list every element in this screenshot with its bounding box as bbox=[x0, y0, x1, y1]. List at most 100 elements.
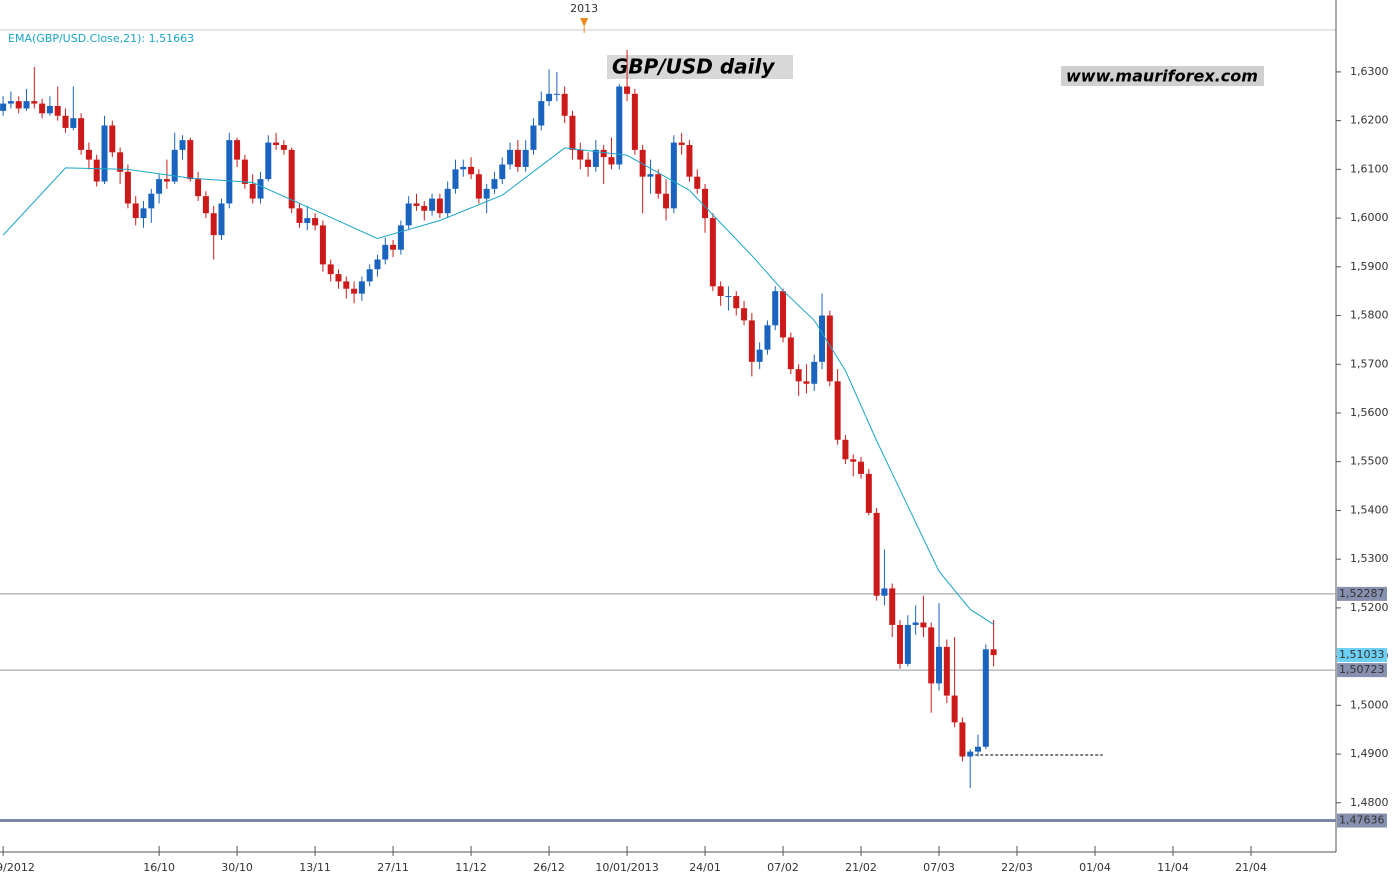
candle-body bbox=[764, 325, 771, 350]
candle-body bbox=[39, 103, 46, 114]
candle-body bbox=[171, 149, 178, 182]
y-tick-label: 1,4800 bbox=[1350, 796, 1389, 809]
candle-body bbox=[990, 649, 997, 656]
candle-body bbox=[46, 106, 53, 114]
candle-body bbox=[982, 649, 989, 747]
y-tick-label: 1,5600 bbox=[1350, 406, 1389, 419]
candle-body bbox=[218, 203, 225, 236]
candle-body bbox=[124, 171, 131, 204]
x-tick-label: 16/10 bbox=[143, 861, 175, 874]
candle-body bbox=[912, 622, 919, 625]
candle-body bbox=[975, 746, 982, 752]
candle-body bbox=[179, 140, 186, 150]
candle-body bbox=[0, 103, 7, 111]
ema-line bbox=[2, 147, 994, 625]
candle-body bbox=[249, 183, 256, 199]
candle-body bbox=[865, 473, 872, 513]
candle-body bbox=[109, 125, 116, 153]
y-tick-label: 1,5200 bbox=[1350, 601, 1389, 614]
candle-body bbox=[101, 125, 108, 182]
candle-body bbox=[62, 115, 69, 128]
candle-body bbox=[452, 169, 459, 189]
candle-body bbox=[319, 225, 326, 265]
watermark: www.mauriforex.com bbox=[1066, 67, 1258, 86]
candle-body bbox=[202, 196, 209, 214]
candle-body bbox=[881, 588, 888, 596]
candle-body bbox=[343, 281, 350, 289]
x-tick-label: 11/12 bbox=[455, 861, 487, 874]
x-tick-label: 27/11 bbox=[377, 861, 409, 874]
candle-body bbox=[873, 512, 880, 596]
x-tick-label: 11/04 bbox=[1157, 861, 1189, 874]
candle-body bbox=[436, 198, 443, 214]
candle-body bbox=[280, 144, 287, 150]
y-tick-label: 1,6200 bbox=[1350, 114, 1389, 127]
candle-body bbox=[312, 218, 319, 226]
y-tick-label: 1,5900 bbox=[1350, 260, 1389, 273]
candle-body bbox=[241, 159, 248, 184]
candle-body bbox=[920, 622, 927, 628]
candle-body bbox=[148, 193, 155, 209]
candle-body bbox=[741, 308, 748, 321]
candle-body bbox=[842, 439, 849, 460]
candle-body bbox=[592, 149, 599, 167]
candle-body bbox=[514, 149, 521, 167]
candle-body bbox=[468, 166, 475, 175]
level-box bbox=[1337, 586, 1387, 601]
candle-body bbox=[702, 188, 709, 219]
candle-body bbox=[273, 142, 280, 145]
candle-body bbox=[15, 101, 22, 109]
candle-body bbox=[569, 115, 576, 150]
candle-body bbox=[858, 461, 865, 474]
candle-body bbox=[897, 624, 904, 664]
y-tick-label: 1,5000 bbox=[1350, 698, 1389, 711]
level-label: 1,52287 bbox=[1339, 587, 1385, 600]
candle-body bbox=[951, 695, 958, 723]
candle-body bbox=[756, 349, 763, 362]
x-tick-label: 07/03 bbox=[923, 861, 955, 874]
candle-body bbox=[335, 274, 342, 282]
candle-body bbox=[210, 213, 217, 236]
candle-body bbox=[959, 722, 966, 757]
candle-body bbox=[358, 281, 365, 294]
candle-body bbox=[725, 296, 732, 298]
candle-body bbox=[655, 174, 662, 194]
candle-body bbox=[787, 337, 794, 370]
candle-body bbox=[140, 208, 147, 219]
level-box bbox=[1337, 648, 1387, 663]
candle-body bbox=[327, 264, 334, 275]
y-tick-label: 1,5300 bbox=[1350, 552, 1389, 565]
x-tick-label: 07/02 bbox=[767, 861, 799, 874]
candle-body bbox=[943, 646, 950, 696]
candle-body bbox=[717, 286, 724, 297]
x-tick-label: 21/02 bbox=[845, 861, 877, 874]
candle-body bbox=[288, 149, 295, 209]
y-tick-label: 1,6100 bbox=[1350, 162, 1389, 175]
level-box bbox=[1337, 663, 1387, 678]
candle-body bbox=[85, 149, 92, 160]
candle-body bbox=[546, 93, 553, 102]
candle-body bbox=[257, 179, 264, 199]
candle-body bbox=[577, 149, 584, 160]
candle-body bbox=[631, 93, 638, 150]
candle-body bbox=[54, 106, 61, 116]
candle-body bbox=[156, 179, 163, 194]
x-tick-label: 30/10 bbox=[221, 861, 253, 874]
candle-body bbox=[234, 140, 241, 160]
candle-body bbox=[585, 159, 592, 167]
candle-body bbox=[811, 361, 818, 384]
level-label: 1,50723 bbox=[1339, 663, 1385, 676]
candle-body bbox=[23, 101, 30, 109]
y-tick-label: 1,5700 bbox=[1350, 357, 1389, 370]
candle-body bbox=[624, 86, 631, 94]
x-tick-label: 26/12 bbox=[533, 861, 565, 874]
x-tick-label: 10/01/2013 bbox=[595, 861, 658, 874]
candle-body bbox=[117, 152, 124, 172]
candle-body bbox=[678, 142, 685, 145]
candle-body bbox=[834, 381, 841, 440]
y-tick-label: 1,5400 bbox=[1350, 503, 1389, 516]
y-tick-label: 1,5800 bbox=[1350, 309, 1389, 322]
candle-body bbox=[226, 140, 233, 204]
